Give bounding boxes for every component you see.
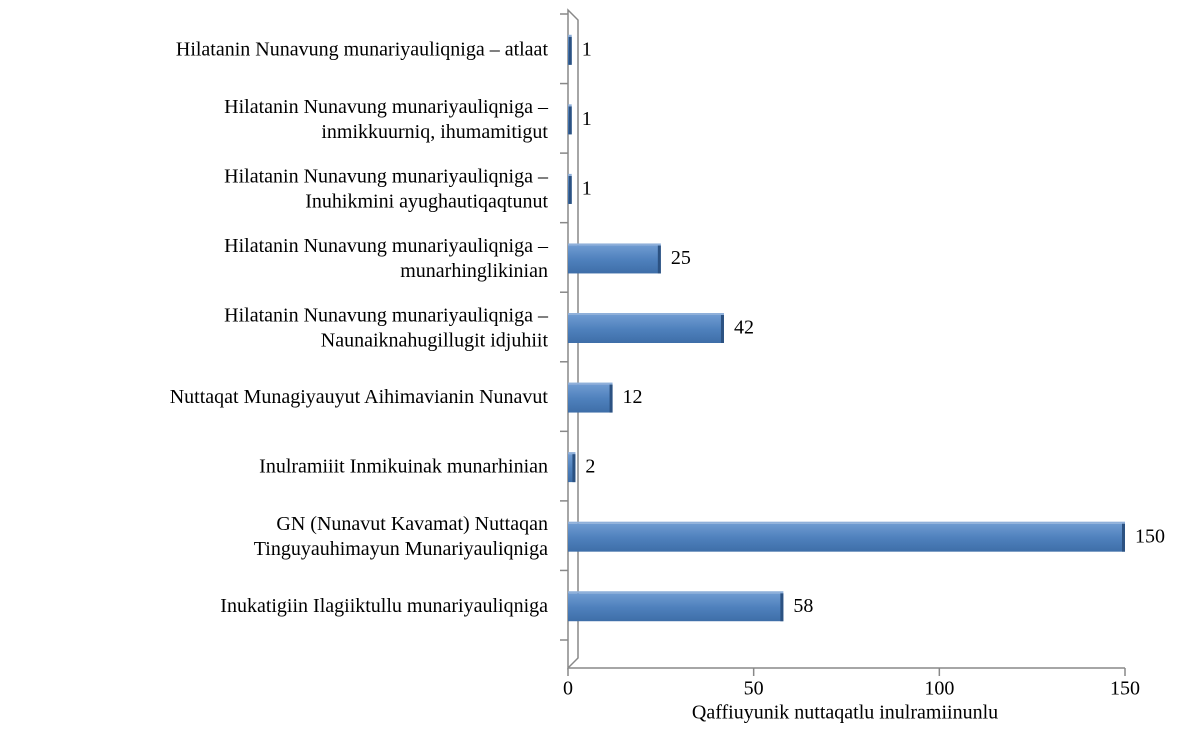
bar-top (568, 243, 661, 246)
bar-edge (568, 175, 572, 204)
axis-wall (567, 8, 579, 670)
x-tick-label: 150 (1110, 678, 1140, 700)
y-tick-label: Hilatanin Nunavung munariyauliqniga – inm… (224, 95, 549, 142)
bar-top (568, 313, 724, 315)
y-tick-label: Hilatanin Nunavung munariyauliqniga – at… (176, 38, 549, 60)
value-label: 25 (671, 247, 691, 269)
value-label: 1 (582, 177, 592, 199)
bar-top (568, 104, 572, 107)
bar-top (568, 173, 572, 176)
bar-top (568, 521, 1125, 524)
y-tick-label: Inukatigiin Ilagiiktullu munariyauliqnig… (220, 595, 548, 617)
bar-top (568, 34, 572, 37)
y-tick-label: Hilatanin Nunavung munariyauliqniga – Nau… (224, 304, 549, 351)
bar-edge (609, 384, 613, 413)
bar-edge (568, 36, 572, 65)
y-tick-label: GN (Nunavut Kavamat) Nuttaqan Tinguyauhim… (254, 513, 548, 560)
value-label: 150 (1135, 525, 1165, 547)
bar-edge (720, 315, 724, 343)
bar-edge (568, 106, 572, 135)
x-tick-label: 100 (924, 678, 954, 700)
bar-edge (657, 245, 661, 274)
bar (568, 523, 1125, 552)
bar-edge (572, 454, 576, 483)
value-label: 42 (734, 317, 754, 339)
value-label: 12 (623, 386, 643, 408)
bar-top (568, 591, 784, 594)
x-tick-label: 50 (744, 678, 764, 700)
y-tick-label: Hilatanin Nunavung munariyauliqniga – Inu… (224, 165, 549, 212)
value-label: 58 (793, 595, 813, 617)
y-tick-label: Inulramiiit Inmikuinak munarhinian (259, 456, 548, 478)
bar (568, 245, 661, 274)
x-tick-label: 0 (563, 678, 573, 700)
x-axis-title: Qaffiuyunik nuttaqatlu inulramiinunlu (692, 702, 998, 724)
bar (568, 384, 613, 413)
value-label: 1 (582, 38, 592, 60)
bar-edge (780, 593, 784, 622)
y-tick-label: Hilatanin Nunavung munariyauliqniga – mun… (224, 235, 549, 282)
bar (568, 593, 784, 622)
bar-top (568, 382, 613, 385)
bar (568, 315, 724, 343)
y-tick-label: Nuttaqat Munagiyauyut Aihimavianin Nunav… (170, 386, 549, 408)
value-label: 1 (582, 108, 592, 130)
bar (568, 454, 576, 483)
bar-top (568, 452, 576, 455)
bar-edge (1122, 523, 1125, 552)
value-label: 2 (585, 456, 595, 478)
